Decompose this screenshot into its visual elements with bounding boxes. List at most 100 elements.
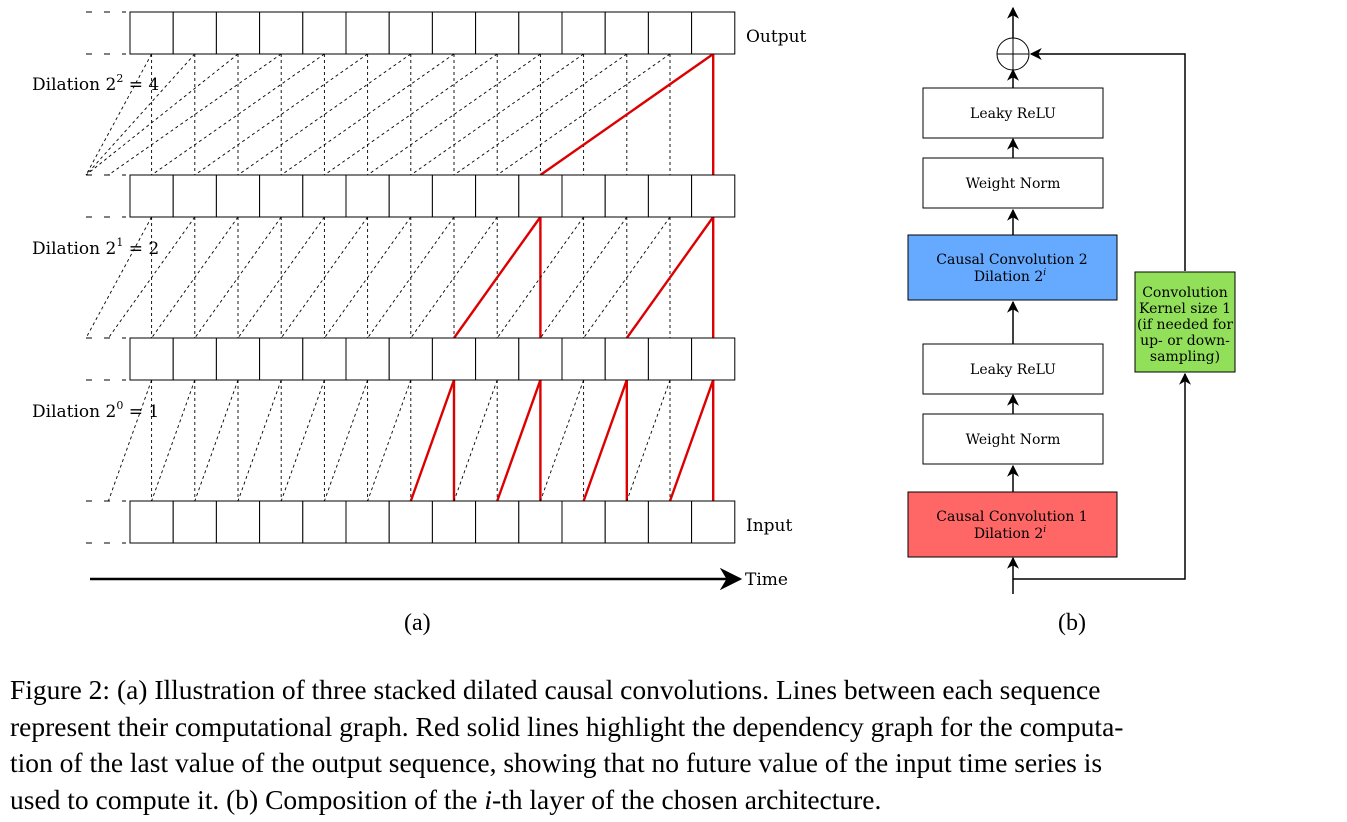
connection-line (107, 379, 153, 502)
svg-text:up- or down-: up- or down- (1140, 333, 1230, 349)
connection-line (194, 53, 368, 176)
connection-line (280, 53, 455, 176)
caption-line-2: represent their computational graph. Red… (10, 710, 1124, 742)
connection-line (85, 53, 152, 176)
sequence-cell (691, 337, 736, 381)
sequence-cell (604, 174, 649, 218)
sequence-cell (691, 174, 736, 218)
svg-text:Convolution: Convolution (1142, 285, 1228, 301)
sequence-cell (475, 500, 520, 544)
connection-line (583, 216, 671, 339)
subfigure-label-b: (b) (1058, 610, 1086, 636)
connection-line (194, 216, 282, 339)
connection-line (626, 379, 671, 502)
dependency-line (668, 379, 715, 502)
dependency-line (539, 53, 714, 176)
subfigure-label-a: (a) (404, 610, 431, 636)
residual-convolution-block: Convolution Kernel size 1 (if needed for… (1134, 271, 1236, 373)
caption-line-1: Figure 2: (a) Illustration of three stac… (10, 674, 1101, 705)
connection-line (324, 216, 412, 339)
sequence-cell (129, 174, 174, 218)
input-label: Input (746, 516, 792, 536)
sequence-cell (518, 174, 563, 218)
sequence-cell (388, 174, 433, 218)
sequence-cell (475, 337, 520, 381)
connection-line (453, 379, 498, 502)
figure-caption: Figure 2: (a) Illustration of three stac… (10, 672, 1340, 818)
sequence-cell (215, 174, 261, 218)
sequence-cell (518, 337, 563, 381)
connection-line (367, 53, 541, 176)
sequence-cell (345, 174, 390, 218)
sequence-cell (345, 337, 390, 381)
sequence-cell (302, 11, 347, 55)
sequence-cell (215, 337, 261, 381)
connection-line (410, 216, 498, 339)
connection-line (324, 53, 498, 176)
causal-convolution-1-block: Causal Convolution 1 Dilation 2i (907, 491, 1118, 558)
sum-node (996, 37, 1030, 71)
connection-line (108, 53, 282, 176)
connection-line (280, 216, 368, 339)
connection-line (85, 53, 196, 176)
sequence-cell (259, 337, 304, 381)
dependency-line (453, 216, 542, 339)
connection-line (539, 379, 585, 502)
svg-text:Causal Convolution 1: Causal Convolution 1 (936, 509, 1087, 525)
sequence-cell (302, 337, 347, 381)
svg-text:Leaky ReLU: Leaky ReLU (970, 106, 1056, 122)
sequence-cell (259, 11, 304, 55)
sequence-cell (259, 174, 304, 218)
time-label: Time (745, 570, 788, 590)
dependency-line (582, 379, 628, 502)
dilation-label-1: Dilation 20 = 1 (32, 399, 159, 422)
sequence-cell (647, 337, 693, 381)
sequence-cell (431, 337, 477, 381)
caption-line-3: tion of the last value of the output seq… (10, 747, 1103, 778)
dependency-line (496, 379, 542, 502)
svg-text:Weight Norm: Weight Norm (966, 432, 1061, 448)
weight-norm-bottom-block: Weight Norm (922, 413, 1104, 465)
sequence-cell (561, 174, 606, 218)
sequence-rows (86, 11, 736, 544)
caption-line-4: used to compute it. (b) Composition of t… (10, 783, 882, 815)
sequence-cell (691, 500, 736, 544)
sequence-cell (129, 337, 174, 381)
connection-line (151, 216, 239, 339)
sequence-cell (345, 500, 390, 544)
connection-line (108, 216, 196, 339)
connection-line (280, 379, 325, 502)
connection-line (151, 53, 325, 176)
dependency-line (409, 379, 456, 502)
connection-line (237, 216, 325, 339)
connection-line (151, 379, 196, 502)
sequence-cell (172, 174, 217, 218)
sequence-cell (172, 11, 217, 55)
weight-norm-top-block: Weight Norm (922, 157, 1104, 209)
sequence-cell (388, 500, 433, 544)
connection-line (367, 379, 412, 502)
svg-text:Kernel size 1: Kernel size 1 (1139, 301, 1231, 317)
sequence-cell (604, 500, 649, 544)
connection-line (323, 379, 369, 502)
connection-line (85, 216, 152, 339)
svg-text:Leaky ReLU: Leaky ReLU (970, 362, 1056, 378)
sequence-cell (561, 11, 606, 55)
sequence-cell (431, 174, 477, 218)
sequence-cell (561, 337, 606, 381)
sequence-cell (259, 500, 304, 544)
sequence-cell (345, 11, 390, 55)
sequence-cell (172, 337, 217, 381)
dilated-convolution-diagram: Output Input Dilation 22 = 4 Dilation 21… (32, 11, 807, 636)
sequence-cell (604, 11, 649, 55)
sequence-cell (215, 500, 261, 544)
connection-line (194, 379, 239, 502)
connection-line (496, 216, 584, 339)
sequence-cell (561, 500, 606, 544)
sequence-cell (518, 500, 563, 544)
sequence-cell (302, 500, 347, 544)
leaky-relu-top-block: Leaky ReLU (922, 87, 1104, 139)
sequence-cell (647, 174, 693, 218)
svg-text:(if needed for: (if needed for (1137, 317, 1233, 333)
connection-line (453, 53, 628, 176)
